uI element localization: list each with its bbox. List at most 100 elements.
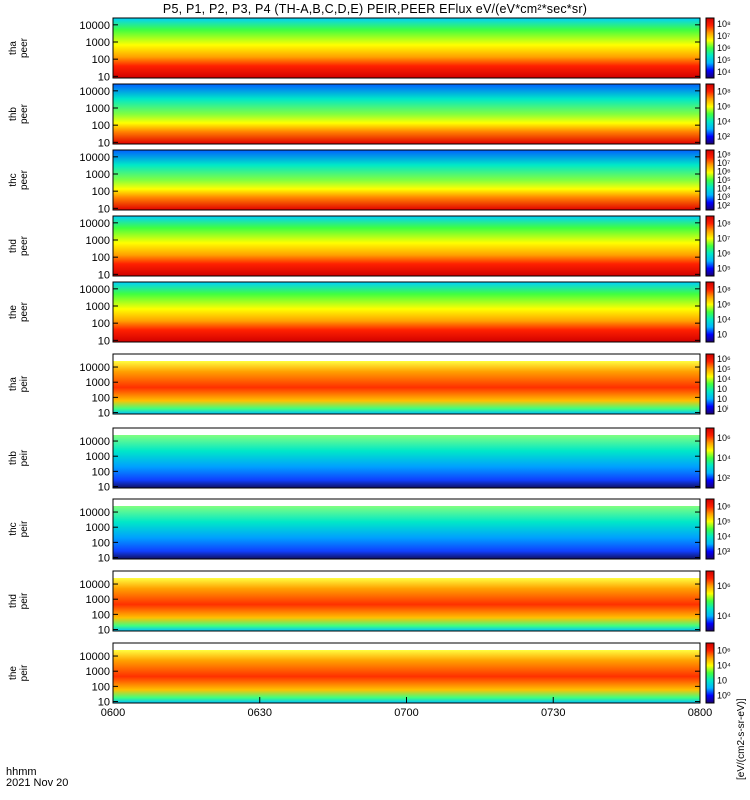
panel-thc-peer: 10 100 1000 10000 thcpeer 10²10³10⁴10⁵10⁶10⁷1… bbox=[8, 149, 731, 215]
y-tick-label: 10000 bbox=[79, 579, 110, 591]
colorbar-tick-label: 10⁵ bbox=[717, 55, 731, 65]
colorbar-tick-label: 10⁴ bbox=[717, 315, 731, 325]
colorbar-tick-label: 10⁶ bbox=[717, 249, 731, 259]
colorbar-tick-label: 10⁵ bbox=[717, 364, 731, 374]
spectrogram-image bbox=[113, 435, 700, 488]
colorbar bbox=[706, 643, 714, 703]
y-tick-label: 100 bbox=[92, 318, 110, 330]
colorbar-tick-label: 10⁴ bbox=[717, 117, 731, 127]
y-tick-label: 1000 bbox=[86, 301, 110, 313]
colorbar-tick-label: 10⁷ bbox=[717, 31, 730, 41]
panel-tha-peir: 10 100 1000 10000 thapeir 10ⁱ10⁲10⁳10⁴10⁵10⁶ bbox=[8, 354, 731, 420]
colorbar-tick-label: 10² bbox=[717, 473, 730, 483]
panel-label: thapeer bbox=[8, 37, 30, 58]
y-tick-label: 100 bbox=[92, 252, 110, 264]
colorbar-tick-label: 10⁲ bbox=[717, 676, 727, 686]
panel-label: thbpeer bbox=[8, 103, 30, 124]
colorbar bbox=[706, 18, 714, 78]
colorbar-tick-label: 10⁶ bbox=[717, 502, 731, 512]
colorbar bbox=[706, 84, 714, 144]
colorbar-tick-label: 10⁲ bbox=[717, 394, 727, 404]
y-tick-label: 100 bbox=[92, 392, 110, 404]
y-tick-label: 10 bbox=[98, 335, 110, 347]
panel-the-peir: 10 100 1000 10000 thepeir 10⁰ 10⁲ 10⁴ 10⁶ bbox=[8, 643, 731, 709]
spectrogram-image bbox=[113, 216, 700, 276]
colorbar-tick-label: 10⁶ bbox=[717, 433, 731, 443]
y-tick-label: 1000 bbox=[86, 666, 110, 678]
colorbar-tick-label: 10⁶ bbox=[717, 300, 731, 310]
y-tick-label: 10 bbox=[98, 203, 110, 215]
x-tick-label: 0730 bbox=[541, 707, 565, 719]
no-data-band bbox=[113, 571, 700, 578]
colorbar-tick-label: 10⁶ bbox=[717, 581, 731, 591]
colorbar bbox=[706, 282, 714, 342]
colorbar-tick-label: 10⁴ bbox=[717, 532, 731, 542]
panel-label: thapeir bbox=[8, 375, 30, 392]
panel-label: thbpeir bbox=[8, 449, 30, 466]
panel-thd-peer: 10 100 1000 10000 thdpeer 10⁵ 10⁶ 10⁷ 10⁸ bbox=[8, 216, 731, 281]
colorbar-tick-label: 10⁶ bbox=[717, 102, 731, 112]
colorbar-tick-label: 10⁳ bbox=[717, 384, 727, 394]
colorbar bbox=[706, 571, 714, 631]
y-tick-label: 10 bbox=[98, 137, 110, 149]
colorbar bbox=[706, 150, 714, 210]
y-tick-label: 1000 bbox=[86, 235, 110, 247]
date-label: 2021 Nov 20 bbox=[6, 778, 68, 789]
y-tick-label: 10 bbox=[98, 625, 110, 637]
colorbar-tick-label: 10⁵ bbox=[717, 175, 731, 185]
colorbar-tick-label: 10⁲ bbox=[717, 330, 727, 340]
colorbar-tick-label: 10⁶ bbox=[717, 646, 731, 656]
panel-label: thdpeer bbox=[8, 235, 30, 256]
colorbar-tick-label: 10⁴ bbox=[717, 67, 731, 77]
y-tick-label: 10 bbox=[98, 553, 110, 565]
y-tick-label: 100 bbox=[92, 537, 110, 549]
y-tick-label: 10000 bbox=[79, 20, 110, 32]
y-tick-label: 1000 bbox=[86, 594, 110, 606]
y-tick-label: 10000 bbox=[79, 152, 110, 164]
colorbar-tick-label: 10² bbox=[717, 132, 730, 142]
y-tick-label: 10000 bbox=[79, 651, 110, 663]
colorbar-tick-label: 10⁴ bbox=[717, 611, 731, 621]
y-tick-label: 10000 bbox=[79, 362, 110, 374]
no-data-band bbox=[113, 354, 700, 361]
colorbar-tick-label: 10⁵ bbox=[717, 517, 731, 527]
colorbar-tick-label: 10⁷ bbox=[717, 158, 730, 168]
x-tick-label: 0700 bbox=[394, 707, 418, 719]
colorbar bbox=[706, 428, 714, 488]
panel-label: thdpeir bbox=[8, 592, 30, 609]
y-tick-label: 100 bbox=[92, 54, 110, 66]
panel-thb-peer: 10 100 1000 10000 thbpeer 10² 10⁴ 10⁶ 10⁸ bbox=[8, 84, 731, 149]
panel-thc-peir: 10 100 1000 10000 thcpeir 10³ 10⁴ 10⁵ 10⁶ bbox=[8, 499, 731, 565]
x-tick-label: 0630 bbox=[248, 707, 272, 719]
y-tick-label: 100 bbox=[92, 466, 110, 478]
panel-the-peer: 10 100 1000 10000 thepeer 10⁲ 10⁴ 10⁶ 10⁸ bbox=[8, 282, 731, 347]
colorbar-tick-label: 10⁸ bbox=[717, 149, 731, 159]
spectrogram-image bbox=[113, 150, 700, 210]
colorbar-tick-label: 10³ bbox=[717, 547, 730, 557]
y-tick-label: 100 bbox=[92, 681, 110, 693]
y-tick-label: 10000 bbox=[79, 284, 110, 296]
colorbar bbox=[706, 499, 714, 559]
spectrogram-image bbox=[113, 506, 700, 559]
colorbar-tick-label: 10⁸ bbox=[717, 219, 731, 229]
colorbar-tick-label: 10⁶ bbox=[717, 166, 731, 176]
spectrogram-image bbox=[113, 18, 700, 78]
colorbar-tick-label: 10⁵ bbox=[717, 264, 731, 274]
panel-label: thcpeer bbox=[8, 169, 30, 190]
y-tick-label: 100 bbox=[92, 609, 110, 621]
y-tick-label: 10000 bbox=[79, 507, 110, 519]
y-tick-label: 10 bbox=[98, 71, 110, 83]
y-tick-label: 10 bbox=[98, 408, 110, 420]
y-tick-label: 10 bbox=[98, 482, 110, 494]
spectrogram-image bbox=[113, 578, 700, 631]
no-data-band bbox=[113, 643, 700, 650]
colorbar-units-label: [eV/(cm2-s-sr-eV)] bbox=[736, 698, 747, 780]
colorbar-tick-label: 10⁶ bbox=[717, 354, 731, 364]
colorbar-tick-label: 10² bbox=[717, 201, 730, 211]
spectrogram-image bbox=[113, 282, 700, 342]
colorbar bbox=[706, 354, 714, 414]
colorbar-tick-label: 10⁸ bbox=[717, 285, 731, 295]
y-tick-label: 10000 bbox=[79, 436, 110, 448]
colorbar-tick-label: 10³ bbox=[717, 192, 730, 202]
